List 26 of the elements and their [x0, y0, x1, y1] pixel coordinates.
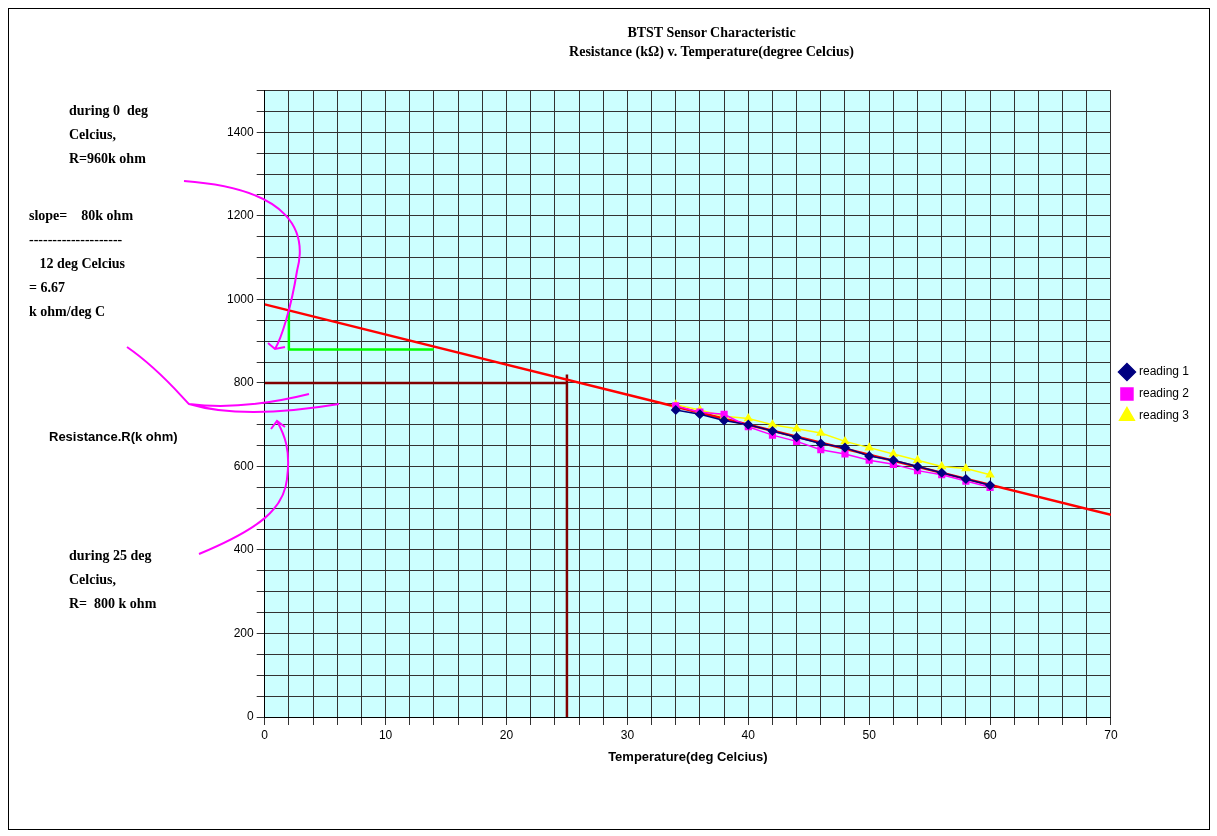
x-tick-label: 70	[1104, 727, 1118, 742]
legend-label: reading 2	[1138, 386, 1190, 401]
x-tick-label: 10	[378, 727, 393, 742]
text: during 0 deg Celcius, R=960k ohm	[69, 102, 148, 168]
y-tick-label: 0	[247, 709, 255, 724]
chart-title: BTST Sensor Characteristic	[627, 25, 796, 41]
y-tick-label: 1000	[226, 291, 255, 306]
y-tick-label: 1200	[226, 208, 255, 223]
y-tick-label: 400	[233, 542, 255, 557]
y-tick-label: 800	[233, 375, 255, 390]
x-tick-label: 40	[741, 727, 756, 742]
y-axis-title: Resistance.R(k ohm)	[49, 429, 178, 444]
x-axis-title: Temperature(deg Celcius)	[608, 748, 768, 764]
chart-subtitle: Resistance (kΩ) v. Temperature(degree Celcius)	[569, 43, 855, 60]
text: during 25 deg Celcius, R= 800 k ohm	[69, 547, 157, 613]
x-tick-label: 60	[983, 727, 998, 742]
x-tick-label: 20	[499, 727, 514, 742]
x-tick-label: 30	[620, 727, 635, 742]
text: slope= 80k ohm -------------------- 12 deg Celcius = 6.67 k ohm/deg C	[29, 207, 134, 321]
x-tick-label: 50	[862, 727, 877, 742]
legend-label: reading 3	[1138, 408, 1190, 423]
x-tick-label: 0	[261, 727, 269, 742]
legend-label: reading 1	[1138, 364, 1190, 379]
y-tick-label: 1400	[226, 124, 255, 139]
y-tick-label: 200	[233, 625, 255, 640]
y-tick-label: 600	[233, 458, 255, 473]
